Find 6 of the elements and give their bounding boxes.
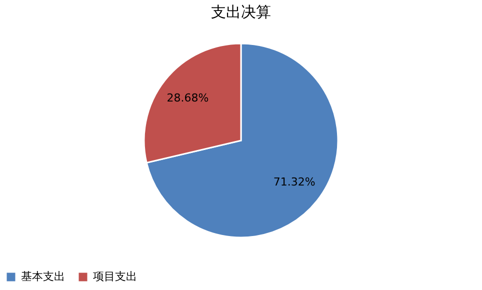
data-label: 71.32% <box>273 176 316 189</box>
chart-title: 支出决算 <box>211 3 271 21</box>
pie-slice <box>146 42 339 238</box>
data-label: 28.68% <box>166 91 209 104</box>
legend-label: 基本支出 <box>21 270 65 283</box>
legend-label: 项目支出 <box>93 270 137 283</box>
